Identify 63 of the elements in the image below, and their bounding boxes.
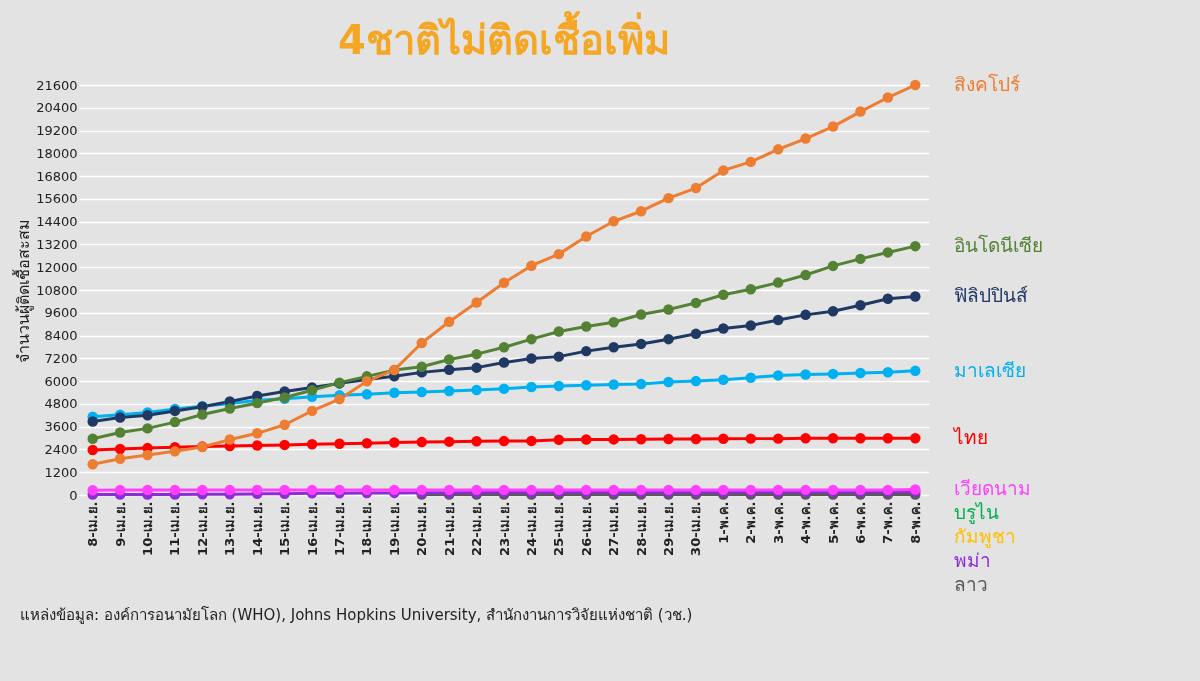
- x-tick-label: 12-เม.ย.: [194, 501, 210, 556]
- x-tick-label: 22-เม.ย.: [469, 501, 485, 556]
- series-label: สิงคโปร์: [954, 73, 1020, 95]
- y-tick-label: 13200: [36, 236, 78, 252]
- x-tick-label: 17-เม.ย.: [331, 501, 347, 556]
- y-axis-title: จำนวนผู้ติดเชื้อสะสม: [12, 218, 35, 363]
- x-tick-label: 5-พ.ค.: [825, 501, 841, 544]
- x-tick-label: 14-เม.ย.: [249, 501, 265, 556]
- x-tick-label: 7-พ.ค.: [880, 501, 896, 544]
- y-tick-label: 0: [69, 487, 78, 503]
- y-tick-label: 7200: [44, 350, 78, 366]
- x-tick-label: 4-พ.ค.: [798, 501, 814, 544]
- x-tick-label: 8-เม.ย.: [85, 501, 101, 547]
- series-label: ไทย: [952, 426, 988, 449]
- y-tick-label: 3600: [44, 419, 78, 435]
- x-tick-label: 2-พ.ค.: [743, 501, 759, 544]
- x-tick-label: 21-เม.ย.: [441, 501, 457, 556]
- x-tick-label: 20-เม.ย.: [414, 501, 430, 556]
- x-tick-label: 16-เม.ย.: [304, 501, 320, 556]
- x-tick-label: 24-เม.ย.: [523, 501, 539, 556]
- y-tick-label: 16800: [36, 168, 78, 184]
- x-tick-label: 25-เม.ย.: [551, 501, 567, 556]
- series-label: เวียดนาม: [954, 477, 1031, 500]
- x-tick-label: 30-เม.ย.: [688, 501, 704, 556]
- y-tick-label: 8400: [44, 328, 78, 344]
- y-tick-label: 19200: [36, 123, 78, 139]
- x-tick-label: 26-เม.ย.: [578, 501, 594, 556]
- y-tick-label: 2400: [44, 441, 78, 457]
- series-label: อินโดนีเซีย: [954, 234, 1043, 257]
- x-tick-label: 9-เม.ย.: [112, 501, 128, 547]
- x-tick-label: 18-เม.ย.: [359, 501, 375, 556]
- series-label: ฟิลิปปินส์: [954, 284, 1028, 307]
- x-tick-label: 28-เม.ย.: [633, 501, 649, 556]
- y-tick-label: 14400: [36, 214, 78, 230]
- text: พม่า: [954, 549, 991, 572]
- chart-title: 4ชาติไม่ติดเชื้อเพิ่ม: [338, 11, 670, 63]
- y-tick-label: 21600: [36, 77, 78, 93]
- y-tick-label: 9600: [44, 305, 78, 321]
- x-tick-label: 13-เม.ย.: [222, 501, 238, 556]
- x-tick-label: 23-เม.ย.: [496, 501, 512, 556]
- x-tick-label: 3-พ.ค.: [770, 501, 786, 544]
- text: แหล่งข้อมูล: องค์การอนามัยโลก (WHO), Johns Hopkins University, สำนักงานการวิจัยแห่งชาติ (วช.): [19, 605, 694, 626]
- y-tick-label: 6000: [44, 373, 78, 389]
- x-tick-label: 11-เม.ย.: [167, 501, 183, 556]
- x-tick-label: 8-พ.ค.: [907, 501, 923, 544]
- legend-label: กัมพูชา: [954, 525, 1016, 549]
- y-tick-label: 15600: [36, 191, 78, 207]
- x-tick-label: 10-เม.ย.: [140, 501, 156, 556]
- x-tick-label: 1-พ.ค.: [715, 501, 731, 544]
- y-tick-label: 18000: [36, 145, 78, 161]
- x-tick-label: 15-เม.ย.: [277, 501, 293, 556]
- x-tick-label: 6-พ.ค.: [852, 501, 868, 544]
- y-tick-label: 12000: [36, 259, 78, 275]
- y-tick-label: 1200: [44, 464, 78, 480]
- text: ลาว: [954, 573, 988, 596]
- y-tick-label: 10800: [36, 282, 78, 298]
- x-tick-label: 19-เม.ย.: [386, 501, 402, 556]
- series-label: มาเลเซีย: [954, 358, 1026, 381]
- x-tick-label: 27-เม.ย.: [606, 501, 622, 556]
- y-tick-label: 20400: [36, 100, 78, 116]
- x-tick-label: 29-เม.ย.: [661, 501, 677, 556]
- legend-label: บรูไน: [954, 501, 999, 525]
- y-tick-label: 4800: [44, 396, 78, 412]
